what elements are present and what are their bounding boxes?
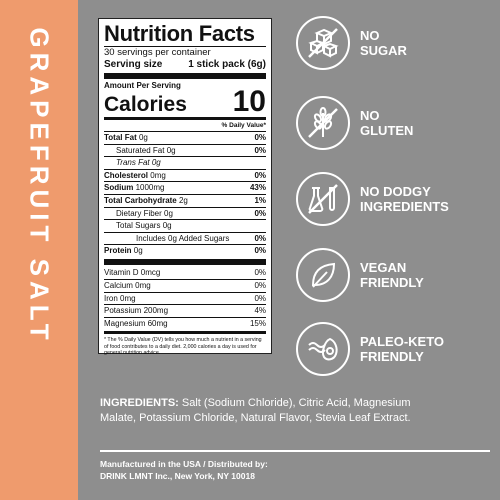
nutrient-row: Includes 0g Added Sugars 0%	[104, 231, 266, 245]
claim-label: NO SUGAR	[360, 28, 407, 58]
nutrient-row: Total Carbohydrate 2g 1%	[104, 193, 266, 205]
facts-title: Nutrition Facts	[104, 21, 255, 46]
nutrient-row: Total Fat 0g 0%	[104, 131, 266, 142]
wheat-icon	[296, 96, 350, 150]
claim-label: NO DODGY INGREDIENTS	[360, 184, 449, 214]
claim-label: PALEO-KETO FRIENDLY	[360, 334, 445, 364]
flavor-title: GRAPEFRUIT SALT	[24, 27, 55, 345]
test-tubes-icon	[296, 172, 350, 226]
vitamin-row: Iron 0mg 0%	[104, 291, 266, 303]
nutrient-row: Dietary Fiber 0g 0%	[104, 206, 266, 220]
manufacturer-info: Manufactured in the USA / Distributed by…	[100, 458, 268, 482]
claim-label: NO GLUTEN	[360, 108, 414, 138]
nutrient-row: Saturated Fat 0g 0%	[104, 143, 266, 157]
divider	[100, 450, 490, 452]
calories-value: 10	[232, 85, 266, 118]
serving-size-value: 1 stick pack (6g)	[188, 59, 266, 70]
leaf-icon	[296, 248, 350, 302]
ingredients-text: INGREDIENTS: Salt (Sodium Chloride), Cit…	[100, 396, 430, 425]
claim-no-sugar: NO SUGAR	[296, 16, 480, 70]
serving-size-row: Serving size 1 stick pack (6g)	[104, 59, 266, 71]
claim-no-gluten: NO GLUTEN	[296, 96, 480, 150]
nutrient-row: Cholesterol 0mg 0%	[104, 168, 266, 180]
daily-value-header: % Daily Value*	[221, 122, 266, 129]
calories-label: Calories	[104, 93, 187, 116]
nutrient-row: Trans Fat 0g	[104, 156, 266, 169]
nutrient-row: Sodium 1000mg 43%	[104, 181, 266, 193]
daily-value-footnote: * The % Daily Value (DV) tells you how m…	[104, 336, 262, 357]
ingredients-label: INGREDIENTS:	[100, 397, 179, 409]
vitamin-row: Vitamin D 0mcg 0%	[104, 267, 266, 277]
serving-size-label: Serving size	[104, 59, 163, 70]
claim-no-dodgy-ingredients: NO DODGY INGREDIENTS	[296, 172, 480, 226]
claim-vegan-friendly: VEGAN FRIENDLY	[296, 248, 480, 302]
calories-row: Calories 10	[104, 85, 266, 118]
nutrient-row: Total Sugars 0g	[104, 219, 266, 232]
nutrition-facts-label: Nutrition Facts 30 servings per containe…	[98, 18, 272, 357]
manufacturer-line-1: Manufactured in the USA / Distributed by…	[100, 459, 268, 469]
nutrient-row: Protein 0g 0%	[104, 244, 266, 256]
vitamin-row: Magnesium 60mg 15%	[104, 317, 266, 329]
vitamin-row: Calcium 0mg 0%	[104, 278, 266, 290]
claim-paleo-keto-friendly: PALEO-KETO FRIENDLY	[296, 322, 480, 376]
manufacturer-line-2: DRINK LMNT Inc., New York, NY 10018	[100, 471, 255, 481]
servings-per-container: 30 servings per container	[104, 47, 211, 58]
sugar-cubes-icon	[296, 16, 350, 70]
amount-per-serving: Amount Per Serving	[104, 81, 181, 90]
vitamin-row: Potassium 200mg 4%	[104, 304, 266, 316]
ingredients-list: Salt (Sodium Chloride), Citric Acid, Mag…	[100, 397, 411, 424]
bacon-avocado-icon	[296, 322, 350, 376]
claim-label: VEGAN FRIENDLY	[360, 260, 424, 290]
side-band: GRAPEFRUIT SALT	[0, 0, 78, 500]
